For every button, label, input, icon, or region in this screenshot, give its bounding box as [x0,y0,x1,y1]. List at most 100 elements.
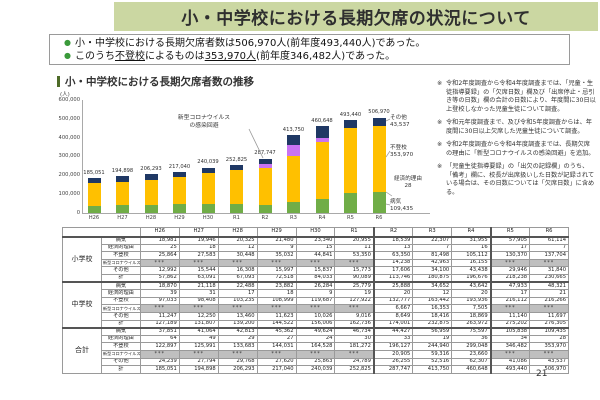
table-value-cell: 28 [529,334,569,344]
table-value-cell: 81,498 [412,251,453,260]
bullet-list: ● 小・中学校における長期欠席者数は506,970人(前年度493,440人)であ… [64,37,569,63]
segment-label: その他 43,537 [390,115,410,128]
table-value-cell: 19 [334,289,375,298]
bar-segment [230,204,243,213]
table-value-cell: *** [256,258,297,268]
table-value-cell: 63,091 [178,273,219,283]
table-value-cell: 181,272 [334,342,375,351]
table-value-cell: 23,340 [295,235,336,245]
table-header-cell: H30 [295,227,336,237]
bullet-text: このうち不登校によるものは353,970人(前年度346,482人)であった。 [74,51,396,62]
table-value-cell: 42,813 [217,326,258,336]
table-value-cell: 52,516 [412,357,453,367]
bullet-item: ● 小・中学校における長期欠席者数は506,970人(前年度493,440人)であ… [64,37,569,50]
table-value-cell: 98,408 [178,296,219,306]
table-group-label: 中学校 [62,281,102,329]
table-value-cell: 130,370 [489,251,531,260]
table-value-cell: 109,435 [529,326,569,336]
table-value-cell: 196,127 [372,342,414,351]
table-value-cell: 12 [412,289,453,298]
table-value-cell: *** [334,349,375,359]
table-value-cell: 47,933 [489,281,531,291]
table-value-cell: 26,255 [372,357,414,367]
page-title: 小・中学校における長期欠席の状況について [181,9,531,29]
bar-segment [144,204,158,213]
table-value-cell: 216,266 [529,296,569,306]
chart-section-header: 小・中学校における長期欠席者数の推移 [57,74,254,89]
table-value-cell: 56,959 [412,326,453,336]
note-marker: ※ [437,163,443,171]
table-value-cell: 216,112 [489,296,531,306]
chart-annotation: 新型コロナウイルス の感染回避 [177,115,231,129]
table-value-cell: 23,882 [256,281,297,291]
table-value-cell: 17 [489,289,531,298]
bar-segment [87,205,101,213]
y-tick-label: 0 [76,209,80,216]
table-value-cell: 16,308 [217,266,258,275]
bar-segment [258,167,272,205]
table-value-cell: 42,963 [412,258,453,268]
page-number: 21 [536,369,548,379]
table-reason-label: 経済的理由 [100,334,141,344]
table-value-cell: 30,448 [217,251,258,260]
table-value-cell: 196,676 [451,273,492,283]
bar-total-label: 252,825 [225,156,248,163]
x-tick-label: H28 [145,215,157,221]
table-value-cell: 18,981 [139,235,180,245]
y-tick-label: 100,000 [58,191,80,198]
table-value-cell: 174,001 [372,319,414,329]
table-value-cell: 164,528 [295,342,336,351]
table-value-cell: 131,807 [178,319,219,329]
bar-segment [287,202,300,213]
table-value-cell: 8,649 [372,311,414,321]
table-value-cell: 18,870 [139,281,180,291]
table-value-cell: 206,293 [217,365,258,374]
table-value-cell: 18,539 [372,235,414,245]
table-value-cell: 36 [451,334,492,344]
table-value-cell: 9 [295,289,336,298]
table-value-cell: 49,624 [295,326,336,336]
table-value-cell: 67,093 [217,273,258,283]
bar-segment [87,182,101,206]
table-reason-label: 新型コロナウイルスの感染回避 [100,304,141,313]
bar-segment [287,135,300,145]
note-item: ※ 令和元年度調査まで、及び令和5年度調査からは、年度間に30日以上欠席した児童生… [437,119,596,136]
table-header-cell: R1 [334,227,375,237]
table-value-cell: 20,905 [372,349,414,359]
bar-segment [116,205,129,213]
note-marker: ※ [437,80,443,87]
table-value-cell: 346,482 [489,342,531,351]
table-value-cell: 43,642 [451,281,492,291]
table-value-cell: 299,048 [451,342,492,351]
table-value-cell: 21 [529,289,569,298]
table-value-cell: 18 [256,289,297,298]
table-value-cell: 275,202 [489,319,531,329]
note-text: 「児童生徒指導要録」の「出欠の記録欄」のうち、「備考」欄に、校長が出席扱いした日… [446,163,595,197]
table-value-cell: 41,086 [489,357,531,367]
table-value-cell: 43,438 [451,266,492,275]
x-tick-label: H29 [174,215,185,221]
table-reason-label: 経済的理由 [100,289,141,298]
table-value-cell: 103,235 [217,296,258,306]
table-value-cell: 17,606 [372,266,414,275]
table-value-cell: 244,940 [412,342,453,351]
table-value-cell: 18,869 [451,311,492,321]
table-value-cell: 34,652 [412,281,453,291]
y-tick-label: 200,000 [58,172,80,179]
bar-segment [173,177,186,205]
table-value-cell: 25,888 [372,281,414,291]
table-value-cell: 15,997 [256,266,297,275]
table-value-cell: 137,704 [529,251,569,260]
bar-segment [315,126,329,138]
table-value-cell: 193,936 [451,296,492,306]
table-value-cell: 24,239 [139,357,180,367]
table-value-cell: 12,250 [178,311,219,321]
table-value-cell: 493,440 [489,365,531,374]
table-reason-label: 新型コロナウイルスの感染回避 [100,258,141,268]
bar-segment [173,172,186,178]
table-reason-label: 病気 [100,326,141,336]
notes-panel: ※ 令和2年度調査から令和4年度調査までは、「児童・生徒指導要録」の「欠席日数」欄… [437,80,596,198]
table-value-cell: 11 [334,243,375,253]
table-value-cell: 287,747 [372,365,414,374]
bullet-text: 小・中学校における長期欠席者数は506,970人(前年度493,440人)であっ… [74,38,426,49]
